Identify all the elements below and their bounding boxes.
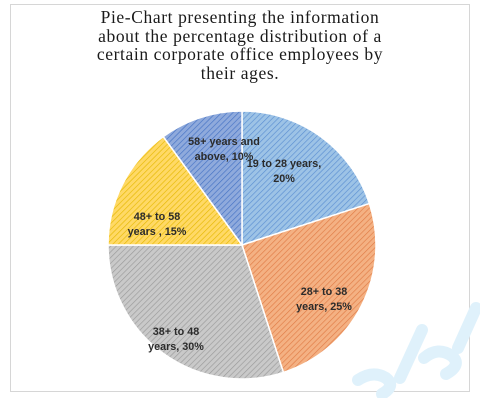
pie-slice-19-to-28-years-20	[241, 110, 371, 247]
pie-slices	[107, 110, 377, 380]
pie-labels: 19 to 28 years, 20% 28+ to 38 years, 25% 38+…	[128, 136, 353, 353]
slice-label-line: years , 15%	[128, 226, 187, 238]
pie-slice-38-to-48-years-30	[107, 244, 285, 380]
slice-label: 19 to 28 years, 20%	[247, 158, 321, 185]
pie-slice-58-years-and-above-10	[162, 110, 243, 248]
slice-label-line: 48+ to 58	[134, 211, 181, 223]
pie-slice-48-to-58-years-15	[107, 135, 244, 246]
chart-title-line: about the percentage distribution of a	[98, 25, 382, 46]
watermark-logo	[352, 302, 480, 398]
slice-label: 58+ years and above, 10%	[188, 136, 260, 163]
slice-label-line: 20%	[273, 173, 295, 185]
chart-title-line: Pie-Chart presenting the information	[100, 7, 380, 27]
slice-label-line: 19 to 28 years,	[247, 158, 321, 170]
chart-title: Pie-Chart presenting the information abo…	[0, 8, 480, 82]
slice-label: 28+ to 38 years, 25%	[296, 286, 352, 313]
slice-label-line: 58+ years and	[188, 136, 260, 148]
slice-label-line: 28+ to 38	[301, 286, 348, 298]
chart-title-line: certain corporate office employees by	[96, 44, 384, 64]
slice-label-line: above, 10%	[195, 151, 254, 163]
slice-label: 48+ to 58 years , 15%	[128, 211, 187, 238]
chart-title-line: their ages.	[200, 62, 280, 83]
slice-label: 38+ to 48 years, 30%	[148, 326, 204, 353]
slice-label-line: years, 30%	[148, 341, 204, 353]
slice-label-line: 38+ to 48	[153, 326, 200, 338]
pie-slice-28-to-38-years-25	[241, 202, 377, 374]
slice-label-line: years, 25%	[296, 301, 352, 313]
